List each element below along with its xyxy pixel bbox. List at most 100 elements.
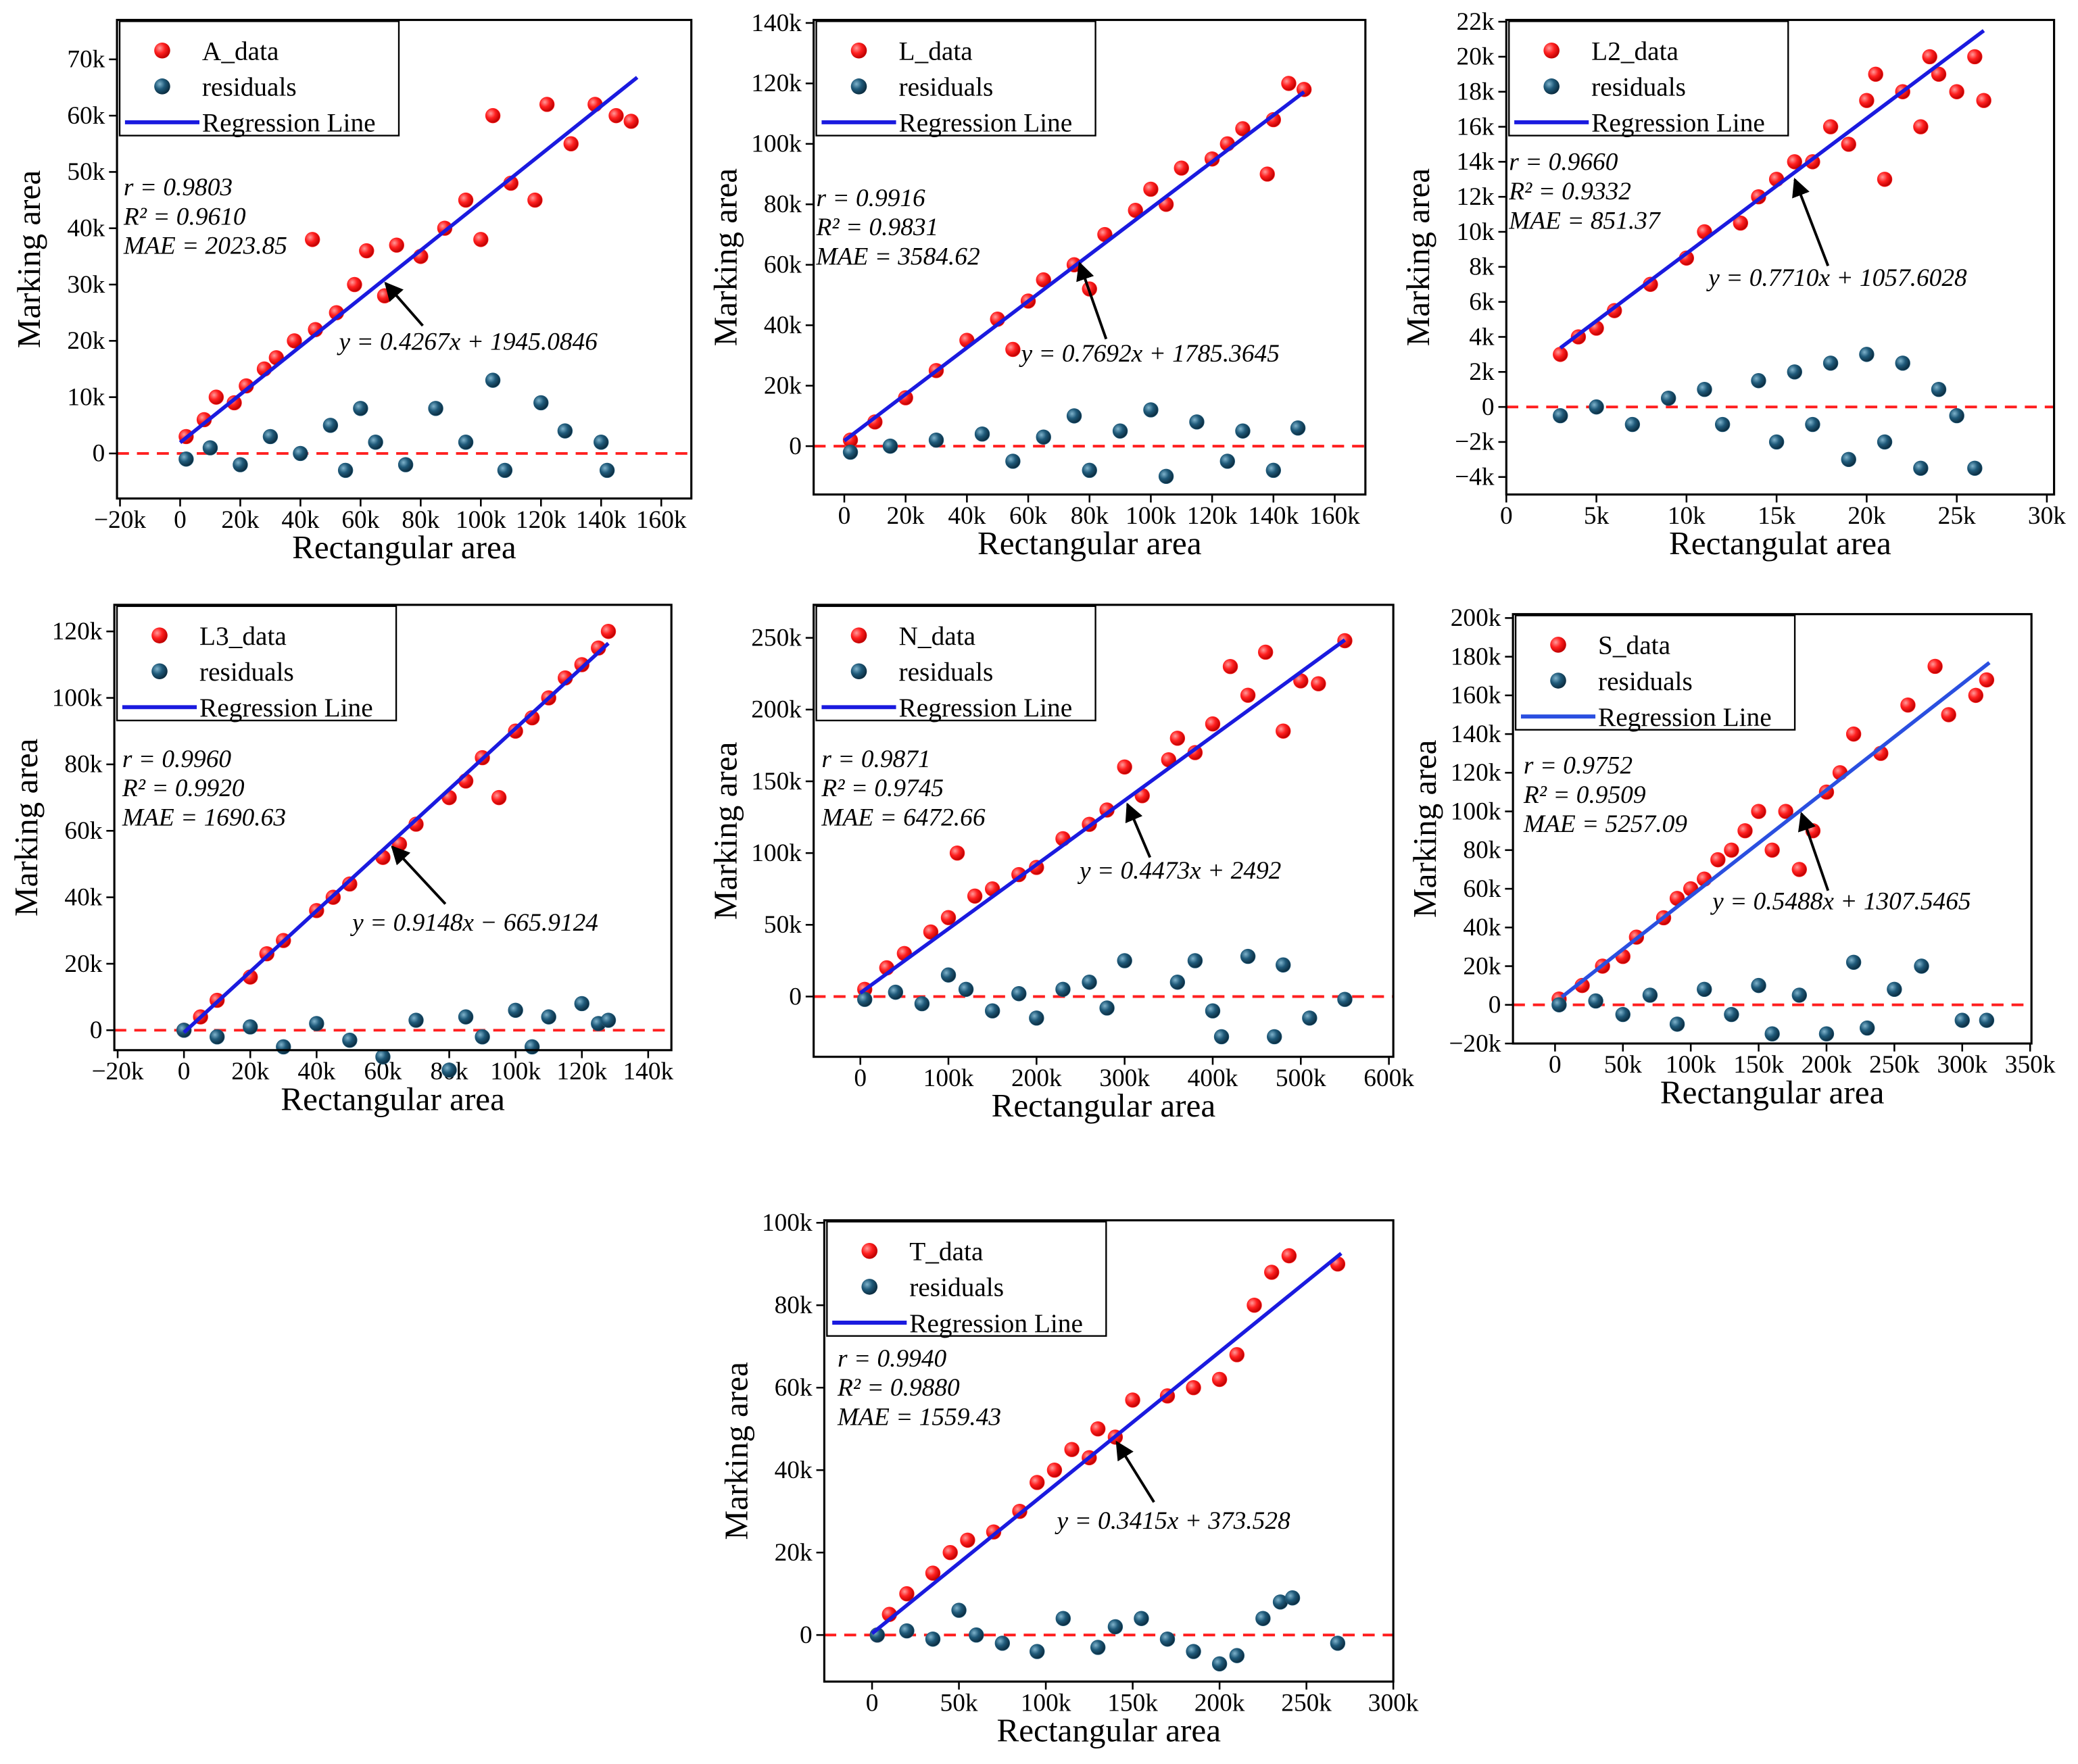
legend-label: residuals	[1591, 72, 1686, 102]
x-tick-label: 120k	[516, 506, 566, 534]
residual-point	[243, 1019, 258, 1035]
x-tick-label: 140k	[576, 506, 627, 534]
data-point	[359, 243, 374, 259]
data-point	[458, 192, 474, 208]
stat-text: r = 0.9960	[122, 745, 231, 773]
regression-line	[859, 638, 1347, 995]
residual-point	[1624, 416, 1641, 433]
legend-label: S_data	[1598, 631, 1670, 660]
residual-point	[322, 418, 339, 433]
residual-point	[202, 440, 218, 456]
y-tick-label: 2k	[1469, 358, 1495, 386]
x-tick-label: 150k	[1733, 1051, 1784, 1079]
stat-text: R² = 0.9831	[816, 214, 939, 241]
arrow	[391, 845, 447, 905]
x-tick-label: 40k	[281, 506, 319, 534]
residual-point	[1055, 1611, 1071, 1626]
data-point	[1877, 172, 1893, 187]
residual-point	[1330, 1636, 1346, 1651]
residual-point	[1066, 408, 1082, 424]
residual-point	[1615, 1006, 1630, 1023]
y-tick-label: 150k	[751, 768, 802, 795]
legend-label: Regression Line	[899, 108, 1073, 138]
legend-label: Regression Line	[202, 108, 376, 138]
data-point	[1125, 1392, 1140, 1408]
residual-point	[1724, 1006, 1739, 1023]
residual-point	[497, 462, 513, 479]
legend-label: residuals	[899, 72, 994, 102]
residual-point	[178, 451, 194, 467]
data-point	[1845, 726, 1862, 742]
residual-point	[1589, 399, 1604, 415]
y-tick-label: 60k	[64, 817, 102, 845]
plot-frame	[116, 18, 693, 500]
y-tick-label: 0	[1489, 991, 1501, 1019]
stat-text: r = 0.9871	[821, 745, 930, 773]
x-tick-label: 300k	[1099, 1064, 1150, 1092]
x-tick-label: 0	[838, 502, 851, 530]
data-point	[942, 1544, 958, 1561]
residual-point	[397, 457, 414, 472]
y-tick-label: 20k	[775, 1539, 813, 1567]
data-point	[960, 1532, 975, 1548]
residual-point	[557, 423, 573, 439]
residual-point	[1235, 423, 1251, 439]
residual-point	[533, 395, 549, 411]
residual-point	[1887, 981, 1902, 998]
y-tick-label: −2k	[1455, 428, 1495, 456]
equation: y = 0.9148x − 665.9124	[349, 909, 598, 937]
residual-point	[1276, 957, 1291, 973]
stat-text: r = 0.9940	[838, 1345, 946, 1373]
residual-point	[1169, 975, 1186, 990]
y-tick-label: 200k	[751, 696, 802, 724]
data-point	[1311, 676, 1326, 691]
x-tick-label: −20k	[94, 506, 146, 534]
residual-point	[1011, 986, 1027, 1002]
residual-point	[1553, 408, 1568, 424]
plot-frame	[823, 1219, 1395, 1683]
x-tick-label: 0	[1549, 1051, 1562, 1079]
data-point	[1900, 697, 1916, 713]
data-point	[1751, 804, 1766, 819]
legend-box	[815, 20, 1096, 137]
y-tick-label: 40k	[67, 215, 105, 243]
data-point	[1259, 166, 1275, 182]
x-tick-label: 200k	[1194, 1689, 1245, 1717]
legend-label: Regression Line	[899, 693, 1073, 722]
x-tick-label: 80k	[402, 506, 439, 534]
x-axis-label: Rectangular area	[992, 1087, 1216, 1124]
legend-marker	[850, 78, 867, 95]
legend-marker	[861, 1279, 878, 1295]
x-tick-label: 300k	[1937, 1051, 1987, 1079]
marks	[869, 1248, 1346, 1672]
regression-line	[178, 76, 639, 444]
residual-point	[1714, 416, 1731, 433]
x-tick-label: 0	[174, 506, 187, 534]
y-tick-label: 0	[90, 1016, 103, 1044]
residual-point	[1187, 953, 1203, 969]
y-tick-label: 6k	[1469, 288, 1495, 316]
x-tick-label: 20k	[887, 502, 925, 530]
y-tick-label: 60k	[67, 102, 105, 130]
residual-point	[1005, 454, 1021, 469]
x-tick-label: 160k	[636, 506, 687, 534]
residual-point	[940, 967, 957, 983]
residual-point	[428, 401, 443, 416]
data-point	[1724, 842, 1739, 858]
residual-point	[408, 1012, 424, 1028]
y-tick-label: 160k	[1451, 682, 1501, 710]
y-tick-label: 80k	[64, 751, 102, 779]
residual-point	[1107, 1619, 1123, 1635]
data-point	[1941, 707, 1956, 722]
arrow	[384, 281, 424, 327]
data-point	[925, 1565, 941, 1581]
data-point	[1064, 1442, 1080, 1457]
residual-point	[1768, 434, 1785, 450]
legend-box	[116, 605, 397, 722]
y-tick-label: 70k	[67, 46, 105, 74]
arrow	[1125, 802, 1152, 858]
residual-point	[1913, 460, 1929, 476]
y-tick-label: −20k	[1449, 1030, 1501, 1058]
x-tick-label: 250k	[1281, 1689, 1332, 1717]
